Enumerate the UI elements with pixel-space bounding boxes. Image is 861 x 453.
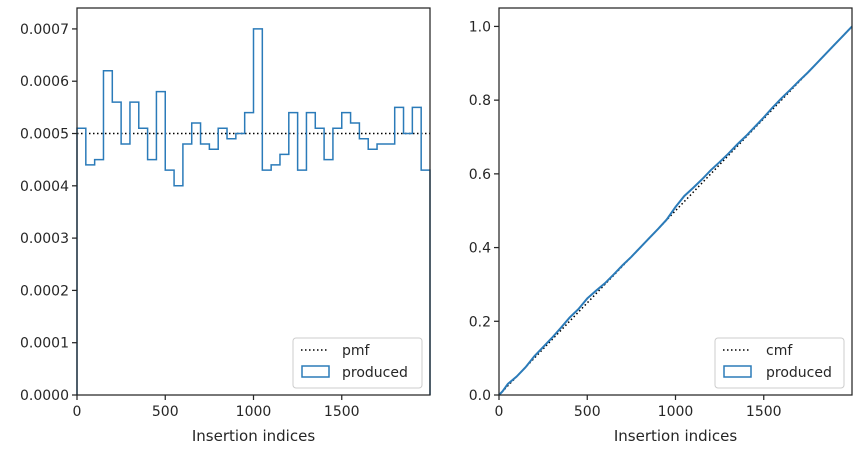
axes-frame	[498, 7, 853, 396]
x-ticks: 0 500 1000 1500	[495, 395, 782, 420]
axes-frame	[76, 7, 431, 396]
y-tick-label: 0.0000	[20, 388, 69, 404]
legend-produced-marker	[301, 365, 330, 378]
x-tick-label: 1000	[658, 404, 694, 420]
series-produced-line	[498, 25, 853, 396]
y-tick-label: 0.0007	[20, 22, 69, 38]
y-tick-label: 0.0004	[20, 179, 69, 195]
cmf-chart-panel: 0 500 1000 1500 0.0 0.2 0.4 0.6 0.8 1.0 Insertio…	[469, 7, 853, 445]
legend: pmf produced	[292, 337, 423, 389]
y-tick-label: 0.2	[469, 314, 491, 330]
legend-pmf-label: pmf	[342, 343, 371, 359]
x-tick-label: 0	[73, 404, 82, 420]
y-tick-label: 1.0	[469, 19, 491, 35]
x-ticks: 0 500 1000 1500	[73, 395, 360, 420]
x-tick-label: 1000	[236, 404, 272, 420]
legend-produced-label: produced	[766, 365, 832, 381]
x-tick-label: 500	[574, 404, 601, 420]
series-layer	[76, 28, 431, 395]
x-tick-label: 1500	[324, 404, 360, 420]
legend-produced-marker	[723, 365, 752, 378]
pmf-chart-panel: 0 500 1000 1500 0.00000.00010.00020.00030.0…	[20, 7, 431, 445]
y-tick-label: 0.0001	[20, 336, 69, 352]
y-ticks: 0.0000 0.0001 0.0002 0.0003 0.0004 0.0005 0.00…	[20, 22, 77, 404]
y-tick-label: 0.4	[469, 241, 491, 257]
series-produced-histogram	[76, 28, 431, 395]
x-tick-label: 500	[152, 404, 179, 420]
y-tick-label: 0.0006	[20, 74, 69, 90]
y-tick-label: 0.0005	[20, 127, 69, 143]
x-tick-label: 1500	[746, 404, 782, 420]
legend-produced-label: produced	[342, 365, 408, 381]
series-layer	[498, 25, 853, 396]
legend-cmf-label: cmf	[766, 343, 793, 359]
legend: cmf produced	[714, 337, 845, 389]
y-ticks: 0.0 0.2 0.4 0.6 0.8 1.0	[469, 19, 499, 404]
y-tick-label: 0.6	[469, 167, 491, 183]
y-tick-label: 0.0002	[20, 283, 69, 299]
x-tick-label: 0	[495, 404, 504, 420]
y-tick-label: 0.0003	[20, 231, 69, 247]
y-tick-label: 0.0	[469, 388, 491, 404]
x-axis-label: Insertion indices	[192, 427, 315, 445]
y-tick-label: 0.8	[469, 93, 491, 109]
x-axis-label: Insertion indices	[614, 427, 737, 445]
